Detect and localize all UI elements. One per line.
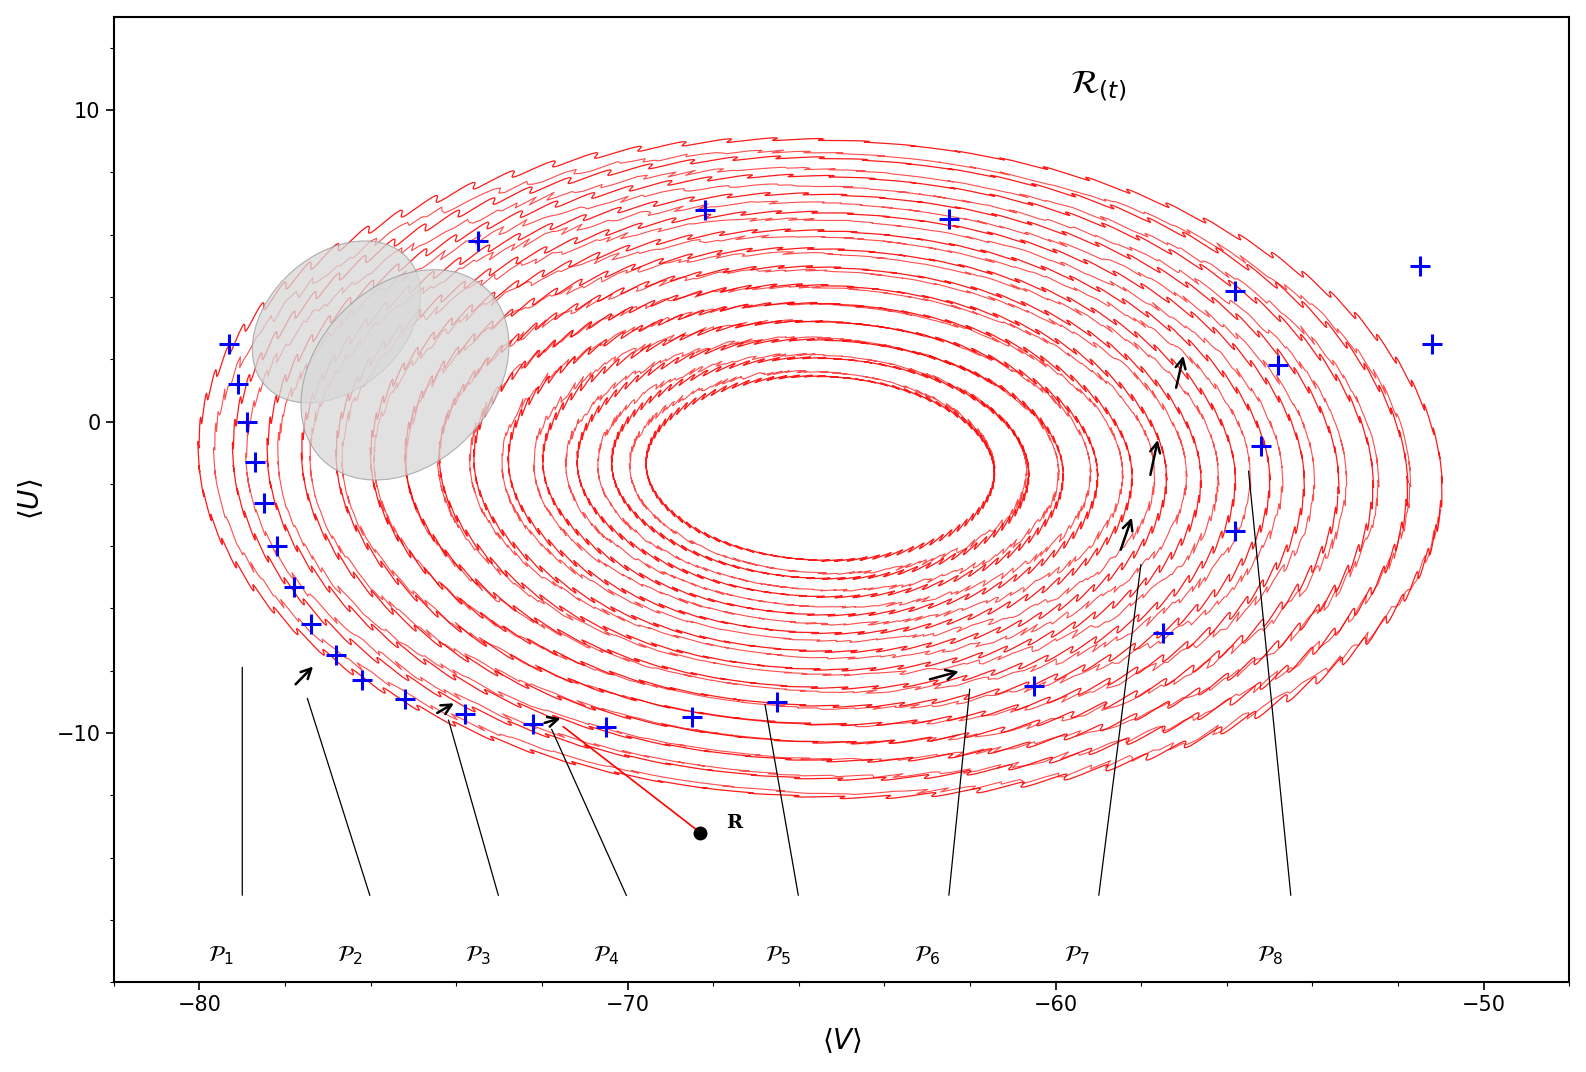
Ellipse shape: [301, 270, 509, 480]
Text: $\mathcal{P}_3$: $\mathcal{P}_3$: [465, 944, 490, 967]
Text: $\mathcal{P}_1$: $\mathcal{P}_1$: [208, 944, 233, 967]
Text: $\mathcal{P}_2$: $\mathcal{P}_2$: [336, 944, 362, 967]
Text: $\mathcal{P}_5$: $\mathcal{P}_5$: [764, 944, 790, 967]
Text: R: R: [726, 814, 742, 832]
Ellipse shape: [252, 241, 420, 403]
Text: $\mathcal{P}_8$: $\mathcal{P}_8$: [1256, 944, 1283, 967]
Text: $\mathcal{P}_6$: $\mathcal{P}_6$: [914, 944, 940, 967]
Text: $\mathcal{P}_4$: $\mathcal{P}_4$: [593, 944, 619, 967]
Text: $\mathcal{P}_7$: $\mathcal{P}_7$: [1064, 944, 1090, 967]
X-axis label: $\langle V \rangle$: $\langle V \rangle$: [822, 1027, 861, 1055]
Text: $\mathcal{R}_{(t)}$: $\mathcal{R}_{(t)}$: [1071, 68, 1126, 103]
Y-axis label: $\langle U \rangle$: $\langle U \rangle$: [17, 479, 46, 520]
